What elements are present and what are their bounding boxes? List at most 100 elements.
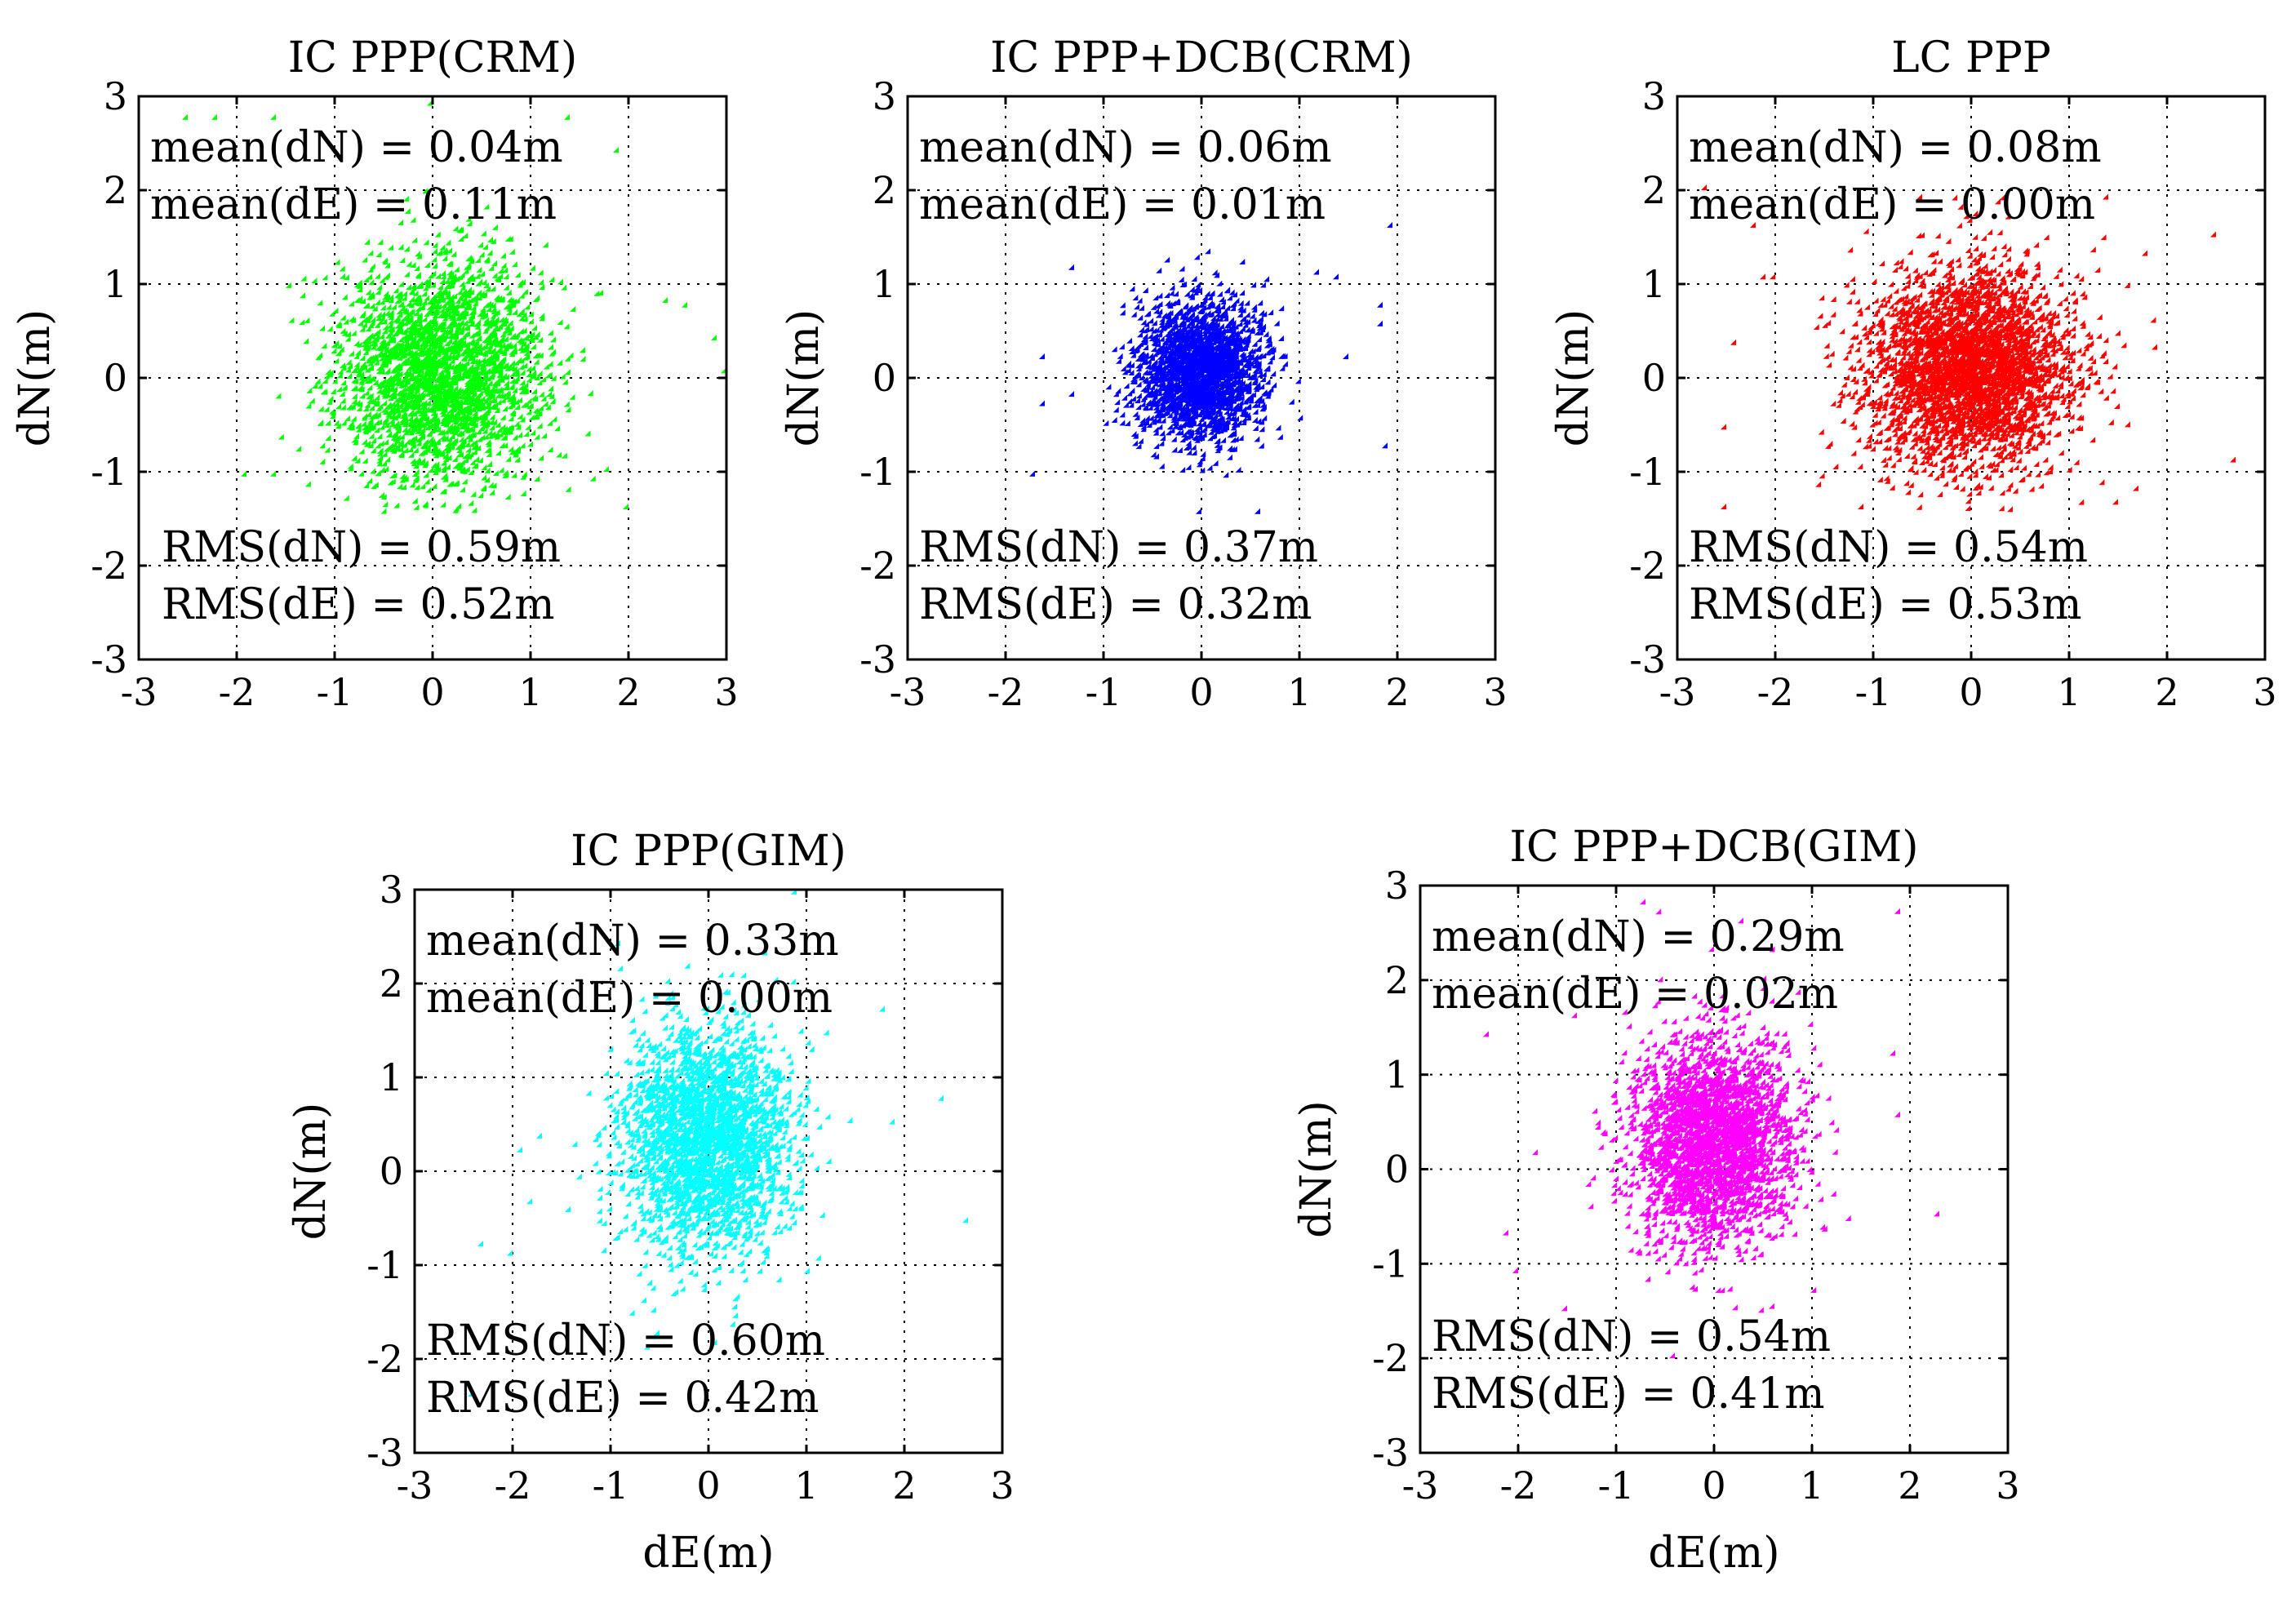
scatter-point [375, 380, 382, 387]
scatter-point [548, 276, 555, 282]
scatter-point [397, 328, 404, 335]
scatter-point [475, 429, 482, 435]
scatter-point [333, 420, 340, 426]
x-tick-label: 0 [1189, 670, 1213, 714]
scatter-point [353, 340, 360, 347]
scatter-point [353, 378, 359, 384]
scatter-point [493, 355, 500, 362]
scatter-point [520, 473, 526, 480]
scatter-point [327, 369, 334, 375]
scatter-point [449, 433, 455, 439]
scatter-point [381, 399, 388, 406]
annotation-rms-dE: RMS(dE) = 0.52m [162, 580, 555, 629]
scatter-point [367, 420, 374, 426]
scatter-point [397, 301, 404, 308]
scatter-point [439, 244, 446, 251]
scatter-point [408, 402, 415, 409]
scatter-point [356, 282, 362, 289]
scatter-point [464, 433, 471, 440]
scatter-point [433, 375, 440, 382]
scatter-point [343, 274, 349, 281]
scatter-point [487, 482, 494, 488]
scatter-point [464, 379, 470, 385]
scatter-point [403, 246, 410, 252]
scatter-point [390, 304, 397, 310]
scatter-point [384, 309, 390, 316]
scatter-point [402, 426, 408, 433]
scatter-point [346, 404, 353, 411]
scatter-point [350, 415, 357, 422]
scatter-point [362, 302, 369, 309]
scatter-point [485, 407, 491, 414]
chart-title: IC PPP+DCB(CRM) [990, 33, 1413, 82]
scatter-point [504, 323, 510, 330]
scatter-point [451, 353, 458, 360]
scatter-point [395, 296, 402, 303]
scatter-point [466, 402, 473, 409]
scatter-point [526, 397, 532, 404]
scatter-point [418, 450, 424, 456]
scatter-point [438, 331, 445, 338]
scatter-point [501, 434, 508, 441]
scatter-point [551, 415, 557, 422]
scatter-point [528, 414, 535, 420]
scatter-point [493, 294, 500, 300]
scatter-point [368, 433, 375, 439]
annotation-mean-dN: mean(dN) = 0.04m [150, 123, 563, 172]
scatter-point [453, 480, 460, 486]
scatter-point [431, 482, 437, 489]
scatter-point [440, 473, 446, 480]
scatter-point [515, 424, 522, 430]
scatter-point [424, 424, 431, 430]
scatter-point [508, 248, 515, 255]
scatter-point [557, 319, 563, 326]
scatter-point [424, 406, 430, 412]
scatter-point [537, 336, 544, 343]
scatter-point [378, 491, 384, 498]
scatter-point [522, 288, 528, 295]
scatter-point [339, 265, 345, 272]
scatter-point [360, 420, 366, 427]
y-tick-label: 2 [104, 168, 127, 212]
scatter-point [431, 256, 437, 263]
scatter-point [434, 438, 441, 445]
annotation-mean-dE: mean(dE) = 0.11m [150, 180, 557, 229]
scatter-point [359, 354, 366, 361]
scatter-point [547, 446, 553, 453]
scatter-point [380, 304, 386, 311]
scatter-point [513, 375, 520, 381]
scatter-point [362, 336, 369, 343]
y-tick-label: -2 [91, 544, 127, 588]
scatter-point [378, 364, 384, 371]
scatter-point [429, 282, 436, 288]
scatter-point [414, 265, 420, 272]
scatter-point [404, 207, 411, 214]
scatter-point [427, 389, 433, 396]
scatter-point [487, 301, 494, 308]
scatter-point [508, 415, 514, 422]
scatter-point [421, 443, 428, 450]
scatter-point [383, 465, 389, 472]
scatter-point [533, 358, 540, 365]
scatter-point [487, 236, 494, 242]
scatter-point [543, 363, 549, 370]
scatter-point [437, 312, 443, 318]
scatter-point [333, 357, 340, 364]
scatter-points [182, 100, 727, 514]
scatter-point [486, 460, 492, 467]
scatter-point [495, 326, 501, 332]
scatter-point [536, 410, 543, 416]
scatter-point [492, 350, 499, 357]
scatter-point [397, 281, 404, 287]
scatter-point [522, 388, 529, 394]
y-tick-label: 1 [104, 262, 127, 306]
scatter-point [428, 303, 434, 309]
scatter-point [458, 235, 464, 242]
scatter-point [534, 475, 540, 482]
scatter-point [362, 413, 368, 420]
x-tick-label: 0 [420, 670, 444, 714]
scatter-point [360, 310, 366, 317]
scatter-point [457, 295, 464, 301]
scatter-point [400, 386, 406, 393]
scatter-point [387, 348, 393, 354]
